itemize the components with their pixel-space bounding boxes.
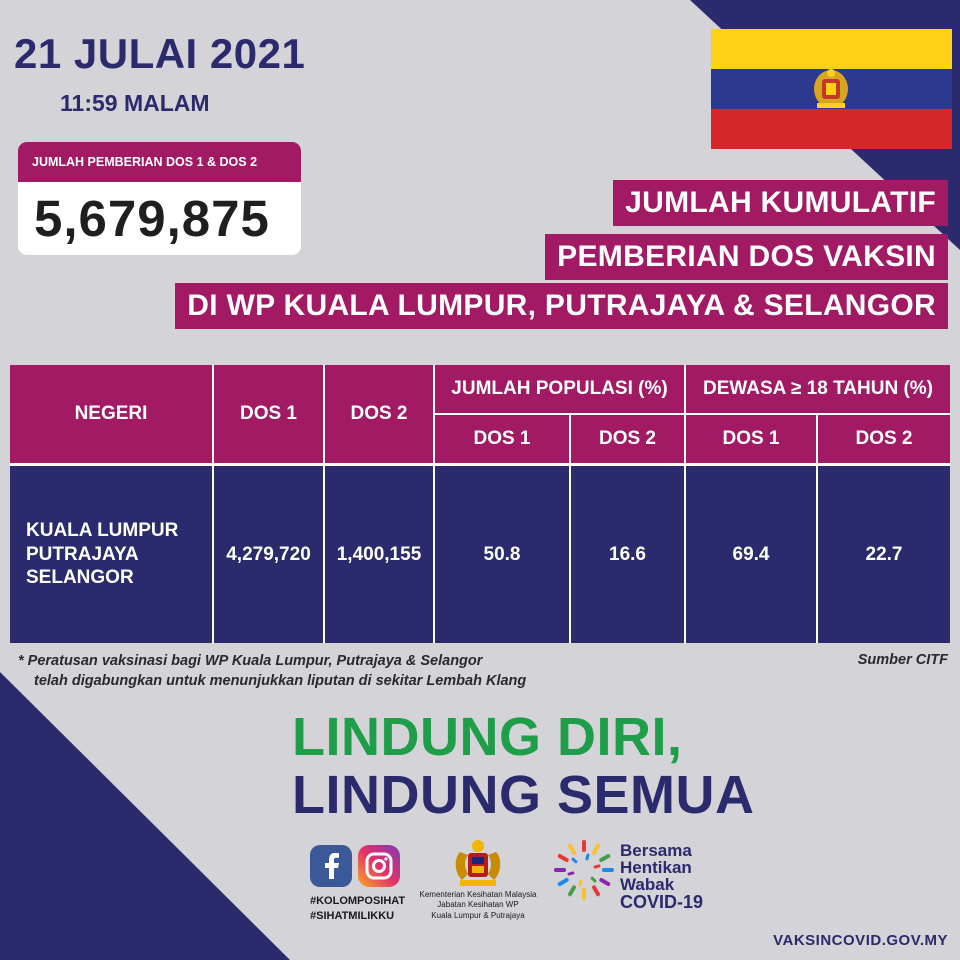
facebook-icon[interactable] [310, 845, 352, 887]
covid-campaign-text: Bersama Hentikan Wabak COVID-19 [620, 842, 703, 911]
total-doses-label: JUMLAH PEMBERIAN DOS 1 & DOS 2 [18, 142, 301, 182]
title-line-3: DI WP KUALA LUMPUR, PUTRAJAYA & SELANGOR [175, 283, 948, 329]
footnote-line-2: telah digabungkan untuk menunjukkan lipu… [34, 672, 527, 689]
row-pop-dos1: 50.8 [435, 466, 569, 643]
covid-line-2: Hentikan [620, 858, 692, 877]
covid-line-4: COVID-19 [620, 892, 704, 912]
footnote-line-1: * Peratusan vaksinasi bagi WP Kuala Lump… [18, 653, 483, 669]
vaccination-table: NEGERI DOS 1 DOS 2 JUMLAH POPULASI (%) D… [10, 365, 950, 643]
row-region: KUALA LUMPUR PUTRAJAYA SELANGOR [10, 466, 212, 643]
covid-line-3: Wabak [620, 875, 675, 894]
covid-line-1: Bersama [620, 841, 692, 860]
total-doses-card: JUMLAH PEMBERIAN DOS 1 & DOS 2 5,679,875 [18, 142, 301, 255]
hashtag-2: #SIHATMILIKKU [310, 909, 395, 922]
slogan-line-1: LINDUNG DIRI, [292, 707, 683, 767]
website-link[interactable]: VAKSINCOVID.GOV.MY [773, 932, 948, 949]
region-line-3: SELANGOR [26, 567, 134, 589]
ministry-line-2: Jabatan Kesihatan WP [437, 900, 519, 910]
covid-campaign-logo [554, 840, 614, 900]
header-dos2: DOS 2 [325, 365, 433, 463]
header-adult-dos2: DOS 2 [818, 415, 950, 463]
coat-of-arms-icon [814, 69, 848, 108]
row-pop-dos2: 16.6 [571, 466, 684, 643]
row-dos1: 4,279,720 [214, 466, 323, 643]
header-adult-dos1: DOS 1 [686, 415, 816, 463]
header-pop-dos2: DOS 2 [571, 415, 684, 463]
row-dos2: 1,400,155 [325, 466, 433, 643]
row-adult-dos1: 69.4 [686, 466, 816, 643]
region-line-1: KUALA LUMPUR [26, 519, 179, 541]
hashtags: #KOLOMPOSIHAT #SIHATMILIKKU [310, 894, 405, 924]
source-label: Sumber CITF [857, 652, 948, 668]
date-label: 21 JULAI 2021 [14, 30, 306, 77]
row-adult-dos2: 22.7 [818, 466, 950, 643]
region-line-2: PUTRAJAYA [26, 543, 139, 565]
title-line-1: JUMLAH KUMULATIF [613, 180, 948, 226]
ministry-text: Kementerian Kesihatan Malaysia Jabatan K… [412, 890, 544, 921]
title-line-2: PEMBERIAN DOS VAKSIN [545, 234, 948, 280]
hashtag-1: #KOLOMPOSIHAT [310, 895, 406, 907]
header-pop-dos1: DOS 1 [435, 415, 569, 463]
instagram-icon[interactable] [358, 845, 400, 887]
ministry-line-3: Kuala Lumpur & Putrajaya [431, 910, 525, 920]
kl-flag [711, 29, 952, 149]
total-doses-value: 5,679,875 [18, 182, 301, 255]
coat-of-arms-icon [455, 840, 501, 886]
time-label: 11:59 MALAM [60, 90, 210, 116]
header-adult: DEWASA ≥ 18 TAHUN (%) [686, 365, 950, 413]
header-dos1: DOS 1 [214, 365, 323, 463]
header-negeri: NEGERI [10, 365, 212, 463]
footnote: * Peratusan vaksinasi bagi WP Kuala Lump… [18, 652, 526, 691]
header-population: JUMLAH POPULASI (%) [435, 365, 684, 413]
slogan-line-2: LINDUNG SEMUA [292, 765, 755, 825]
ministry-line-1: Kementerian Kesihatan Malaysia [419, 890, 537, 899]
